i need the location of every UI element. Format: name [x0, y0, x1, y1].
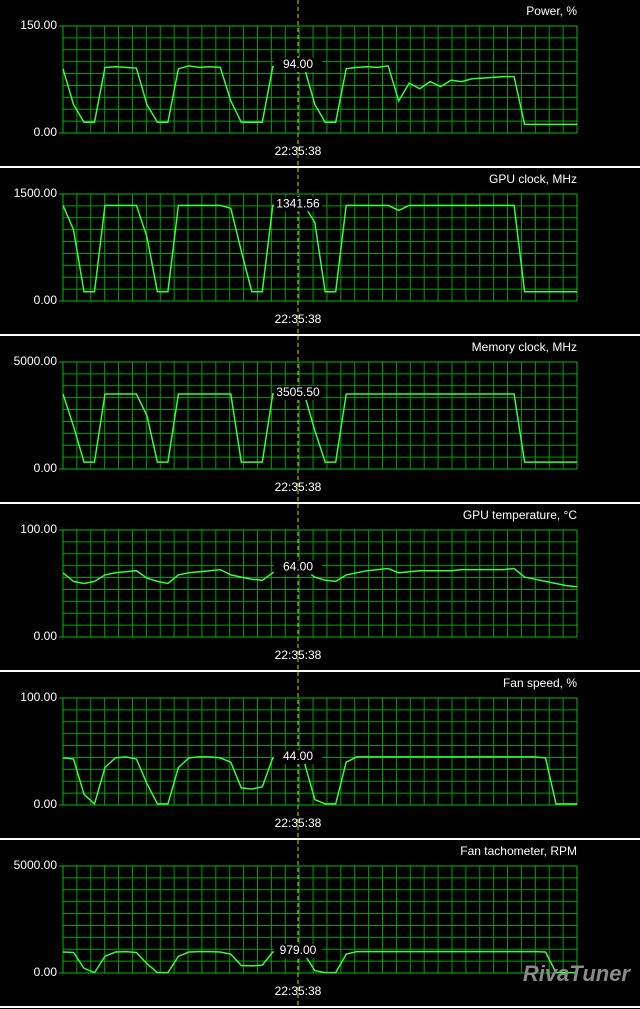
cursor-value: 3505.50 [276, 385, 320, 399]
y-tick-label: 0.00 [34, 461, 58, 475]
line [62, 204, 577, 293]
chart-title: Fan tachometer, RPM [460, 844, 577, 858]
chart-title: Fan speed, % [503, 676, 577, 690]
time-label: 22:35:38 [275, 816, 322, 830]
cursor-value: 44.00 [283, 749, 313, 763]
cursor-value: 979.00 [280, 943, 317, 957]
y-tick-label: 0.00 [34, 965, 58, 979]
y-tick-label: 5000.00 [14, 858, 58, 872]
time-label: 22:35:38 [275, 312, 322, 326]
chart-title: GPU temperature, °C [463, 508, 578, 522]
cursor-label-bg [274, 944, 322, 959]
cursor-label-bg [274, 749, 322, 764]
y-tick-label: 0.00 [34, 293, 58, 307]
line [62, 567, 578, 588]
chart-title: GPU clock, MHz [489, 172, 577, 186]
chart-title: Power, % [526, 4, 577, 18]
line [62, 756, 577, 806]
cursor-label-bg [274, 197, 322, 212]
line [62, 950, 577, 974]
cursor-value: 94.00 [283, 57, 313, 71]
cursor-label-bg [274, 57, 322, 72]
cursor-label-bg [274, 385, 322, 400]
y-tick-label: 1500.00 [14, 186, 58, 200]
chart-title: Memory clock, MHz [472, 340, 577, 354]
line [62, 65, 577, 126]
time-label: 22:35:38 [275, 984, 322, 998]
time-label: 22:35:38 [275, 480, 322, 494]
cursor-value: 64.00 [283, 560, 313, 574]
y-tick-label: 150.00 [20, 18, 57, 32]
watermark: RivaTuner [523, 961, 632, 986]
y-tick-label: 0.00 [34, 125, 58, 139]
y-tick-label: 5000.00 [14, 354, 58, 368]
line [62, 393, 577, 463]
y-tick-label: 100.00 [20, 522, 57, 536]
cursor-label-bg [274, 560, 322, 575]
time-label: 22:35:38 [275, 144, 322, 158]
y-tick-label: 0.00 [34, 797, 58, 811]
cursor-value: 1341.56 [276, 196, 320, 210]
time-label: 22:35:38 [275, 648, 322, 662]
y-tick-label: 0.00 [34, 629, 58, 643]
y-tick-label: 100.00 [20, 690, 57, 704]
